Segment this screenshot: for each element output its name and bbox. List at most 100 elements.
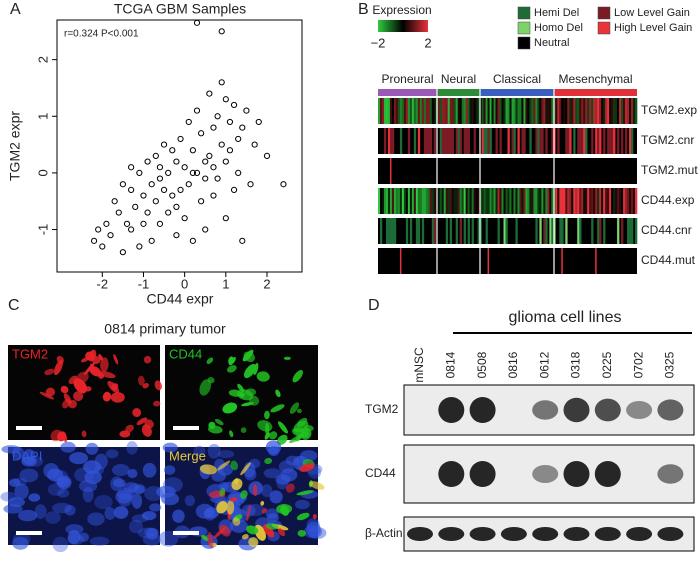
heatmap-cell <box>409 98 413 124</box>
heatmap-cell <box>459 128 462 154</box>
stain <box>249 395 260 406</box>
heatmap-cell <box>477 98 480 124</box>
stain <box>234 478 239 485</box>
heatmap-cell <box>483 128 486 154</box>
scatter-point <box>115 209 122 216</box>
nucleus <box>162 442 178 453</box>
stain <box>312 514 317 519</box>
heatmap-cell <box>403 98 407 124</box>
scatter-point <box>152 152 159 160</box>
scatter-point <box>235 135 242 143</box>
stain <box>253 484 258 497</box>
nucleus <box>67 533 85 545</box>
heatmap-cell <box>413 188 417 214</box>
heatmap-cell <box>429 188 433 214</box>
scatter-point <box>173 158 180 165</box>
heatmap-cell <box>473 128 476 154</box>
heatmap-cell <box>387 128 391 154</box>
channel-label: DAPI <box>12 448 42 463</box>
nucleus <box>127 468 138 479</box>
heatmap-cell <box>405 218 409 244</box>
heatmap-cell <box>605 98 608 124</box>
lane-label: 0325 <box>663 351 677 378</box>
heatmap-cell <box>379 218 383 244</box>
heatmap-cell <box>481 98 484 124</box>
stain <box>276 434 288 445</box>
heatmap-cell <box>433 188 437 214</box>
lane-label: 0508 <box>475 351 489 378</box>
heatmap-cell <box>495 188 498 214</box>
heatmap-cell <box>525 98 528 124</box>
heatmap-cell <box>463 218 466 244</box>
x-axis-label: CD44 expr <box>147 291 214 307</box>
heatmap-cell <box>619 98 622 124</box>
heatmap-cell <box>557 128 560 154</box>
legend-swatch <box>517 21 531 35</box>
scatter-point <box>160 141 168 148</box>
blot-band <box>626 401 653 419</box>
stain <box>292 369 303 383</box>
heatmap-cell <box>519 98 522 124</box>
heatmap-cell <box>583 188 586 214</box>
heatmap-cell <box>551 128 554 154</box>
subtype-bar <box>437 89 480 96</box>
stain <box>291 427 310 438</box>
nucleus <box>52 502 72 514</box>
heatmap-cell <box>539 98 542 124</box>
heatmap-cell <box>391 128 395 154</box>
row-label: TGM2.exp <box>641 103 697 117</box>
heatmap-cell <box>561 98 564 124</box>
heatmap-cell <box>525 188 528 214</box>
nucleus <box>211 470 226 482</box>
stain <box>56 355 64 364</box>
heatmap-cell <box>445 218 449 244</box>
heatmap-cell <box>589 188 592 214</box>
blot-band <box>469 397 496 423</box>
heatmap-cell <box>577 218 580 244</box>
heatmap-cell <box>439 188 443 214</box>
stain <box>265 522 279 530</box>
heatmap-cell <box>529 188 532 214</box>
heatmap-cell <box>619 188 622 214</box>
scatter-point <box>239 124 246 131</box>
blot-title: glioma cell lines <box>509 309 622 326</box>
heatmap-cell <box>491 98 494 124</box>
scatter-point <box>218 141 225 148</box>
heatmap-cell <box>565 218 568 244</box>
stain <box>241 534 249 540</box>
heatmap-cell <box>479 218 482 244</box>
y-axis-label: TGM2 expr <box>7 111 23 181</box>
row-label: CD44.cnr <box>641 223 692 237</box>
colorbar-tick-label: −2 <box>371 35 386 50</box>
heatmap-cell <box>503 218 506 244</box>
heatmap-cell <box>503 188 506 214</box>
heatmap-cell <box>595 248 597 274</box>
heatmap-cell <box>387 98 391 124</box>
stain <box>246 504 252 522</box>
heatmap-cell <box>431 188 435 214</box>
heatmap-cell <box>463 188 466 214</box>
heatmap-cell <box>481 188 484 214</box>
heatmap-cell <box>479 98 482 124</box>
heatmap-cell <box>569 128 572 154</box>
heatmap-cell <box>521 128 524 154</box>
heatmap-cell <box>507 98 510 124</box>
heatmap-cell <box>467 218 470 244</box>
scatter-point <box>181 215 188 222</box>
heatmap-cell <box>513 128 516 154</box>
heatmap-cell <box>533 98 536 124</box>
chart-title: TCGA GBM Samples <box>114 1 246 17</box>
heatmap-cell <box>527 98 530 124</box>
heatmap-cell <box>489 128 492 154</box>
heatmap-cell <box>383 128 387 154</box>
heatmap-cell <box>411 188 415 214</box>
heatmap-cell <box>585 128 588 154</box>
heatmap-cell <box>591 128 594 154</box>
heatmap-cell <box>379 98 383 124</box>
heatmap-cell <box>413 128 417 154</box>
heatmap-cell <box>621 98 624 124</box>
heatmap-cell <box>465 128 468 154</box>
heatmap-cell <box>625 98 628 124</box>
heatmap-cell <box>505 98 508 124</box>
heatmap-cell <box>433 128 437 154</box>
